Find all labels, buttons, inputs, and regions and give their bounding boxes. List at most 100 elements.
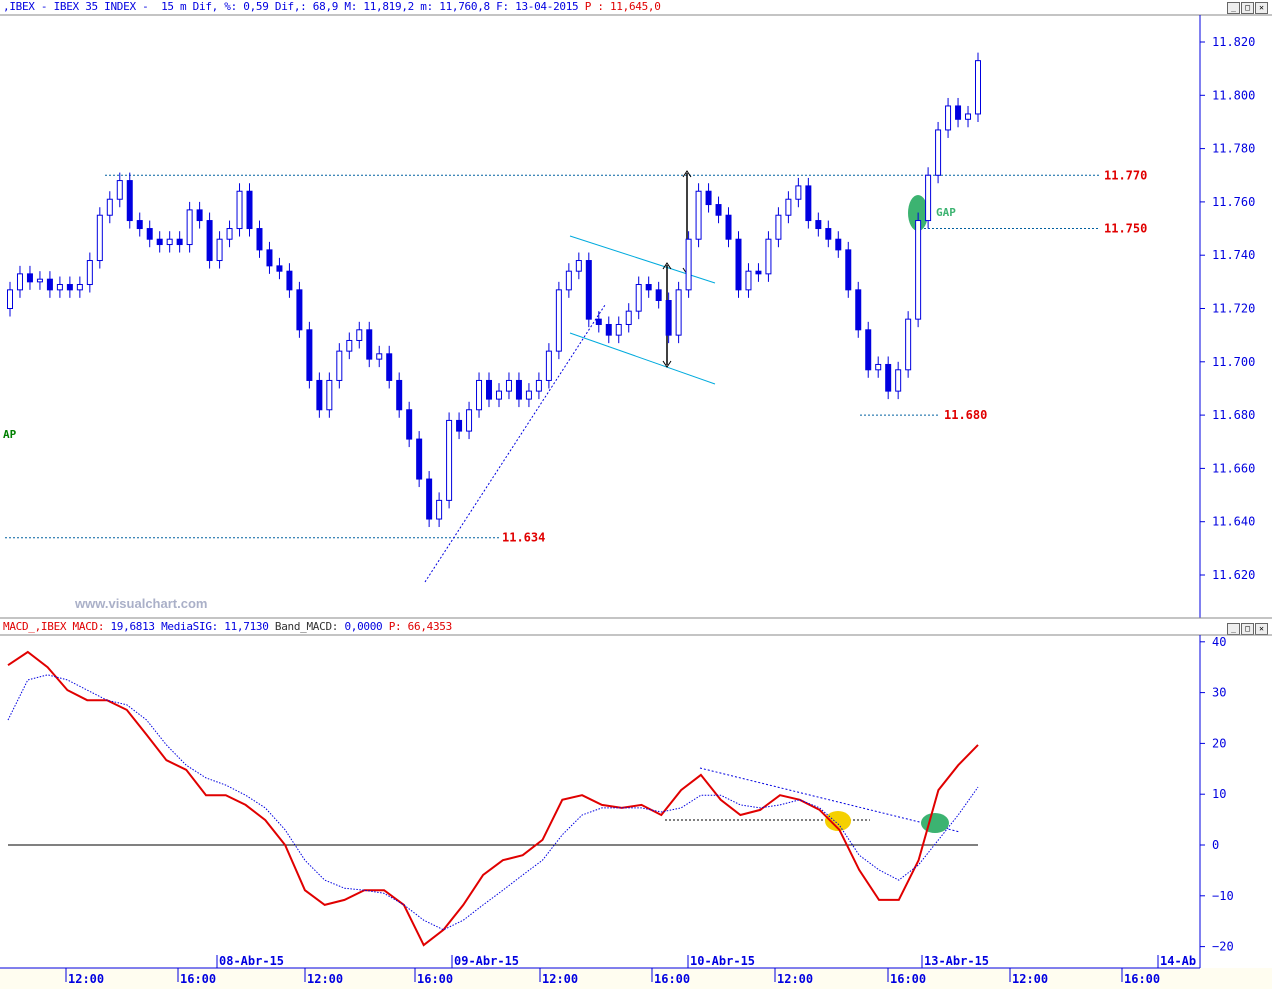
candle-up bbox=[535, 379, 542, 392]
candle-up bbox=[895, 369, 902, 392]
candle-up bbox=[56, 284, 63, 291]
candle-up bbox=[106, 198, 113, 216]
price-tick-label: 11.800 bbox=[1212, 88, 1255, 102]
candle-down bbox=[146, 228, 153, 240]
candle-up bbox=[7, 289, 13, 310]
macd-tick-label: −20 bbox=[1212, 940, 1234, 954]
close-icon[interactable]: ✕ bbox=[1255, 623, 1268, 635]
main-window-buttons: _ □ ✕ bbox=[1227, 2, 1268, 14]
candle-down bbox=[885, 363, 892, 392]
time-label: 16:00 bbox=[890, 972, 926, 986]
price-tick-label: 11.780 bbox=[1212, 142, 1255, 156]
candle-up bbox=[775, 214, 782, 240]
price-tick-label: 11.740 bbox=[1212, 248, 1255, 262]
candle-down bbox=[126, 180, 133, 222]
candle-up bbox=[615, 323, 622, 336]
candle-down bbox=[416, 438, 423, 480]
candle-up bbox=[476, 379, 483, 411]
candle-up bbox=[545, 350, 552, 381]
watermark: www.visualchart.com bbox=[74, 596, 207, 611]
macd-panel bbox=[7, 650, 979, 947]
time-label: 12:00 bbox=[1012, 972, 1048, 986]
candle-down bbox=[176, 238, 183, 246]
date-label: 10-Abr-15 bbox=[690, 954, 755, 968]
candles bbox=[7, 52, 981, 528]
candle-down bbox=[246, 190, 253, 230]
candle-down bbox=[276, 265, 283, 272]
candle-down bbox=[835, 238, 842, 251]
candle-down bbox=[196, 209, 203, 222]
candle-up bbox=[785, 198, 792, 216]
minimize-icon[interactable]: _ bbox=[1227, 623, 1240, 635]
restore-icon[interactable]: □ bbox=[1241, 2, 1254, 14]
candle-down bbox=[665, 300, 672, 336]
candle-up bbox=[166, 238, 173, 246]
arrow-heads bbox=[662, 170, 692, 368]
candle-up bbox=[505, 379, 512, 392]
date-label: 13-Abr-15 bbox=[924, 954, 989, 968]
gap-label-left: AP bbox=[3, 428, 17, 441]
time-axis[interactable]: 08-Abr-15 09-Abr-15 10-Abr-15 13-Abr-15 14-A… bbox=[65, 954, 1196, 986]
time-label: 12:00 bbox=[307, 972, 343, 986]
drawings: GAP AP bbox=[3, 170, 956, 583]
macd-value: 19,6813 MediaSIG: 11,7130 bbox=[110, 620, 275, 633]
candle-down bbox=[715, 204, 722, 216]
time-label: 12:00 bbox=[777, 972, 813, 986]
candle-down bbox=[206, 220, 213, 262]
candle-down bbox=[645, 284, 652, 291]
cross-yellow-ellipse bbox=[825, 811, 851, 831]
candle-up bbox=[186, 209, 193, 246]
macd-tick-label: −10 bbox=[1212, 889, 1234, 903]
price-axis[interactable]: 11.820 11.800 11.780 11.760 11.740 11.720 11.7… bbox=[1200, 35, 1255, 582]
gap-label: GAP bbox=[936, 206, 956, 219]
candle-up bbox=[925, 174, 932, 222]
candle-up bbox=[226, 228, 233, 240]
candle-down bbox=[486, 379, 493, 400]
time-label: 16:00 bbox=[654, 972, 690, 986]
level-label: 11.770 bbox=[1104, 168, 1147, 182]
close-icon[interactable]: ✕ bbox=[1255, 2, 1268, 14]
candle-up bbox=[765, 238, 772, 275]
candle-down bbox=[386, 353, 393, 381]
price-tick-label: 11.720 bbox=[1212, 302, 1255, 316]
date-label: 09-Abr-15 bbox=[454, 954, 519, 968]
candle-down bbox=[825, 228, 832, 240]
minimize-icon[interactable]: _ bbox=[1227, 2, 1240, 14]
candle-up bbox=[76, 284, 83, 291]
signal-line bbox=[7, 674, 979, 931]
macd-name: MACD_,IBEX MACD: bbox=[3, 620, 111, 633]
main-chart-header: ,IBEX - IBEX 35 INDEX - 15 m Dif, %: 0,5… bbox=[3, 0, 661, 13]
candle-down bbox=[725, 214, 732, 240]
candle-down bbox=[136, 220, 143, 230]
candle-up bbox=[565, 270, 572, 291]
candle-up bbox=[945, 105, 952, 131]
candle-down bbox=[426, 478, 433, 520]
candle-up bbox=[216, 238, 223, 262]
candle-down bbox=[296, 289, 303, 331]
price-levels: 11.770 11.750 11.680 11.634 bbox=[5, 168, 1147, 545]
time-label: 16:00 bbox=[180, 972, 216, 986]
price-tick-label: 11.820 bbox=[1212, 35, 1255, 49]
candle-down bbox=[585, 260, 592, 320]
candle-down bbox=[865, 329, 872, 371]
restore-icon[interactable]: □ bbox=[1241, 623, 1254, 635]
candle-up bbox=[96, 214, 103, 262]
band-label: Band_MACD: bbox=[274, 620, 345, 633]
candle-up bbox=[326, 379, 333, 411]
candle-up bbox=[915, 220, 922, 320]
macd-axis[interactable]: 40 30 20 10 0 −10 −20 bbox=[1200, 635, 1234, 954]
candle-down bbox=[46, 278, 53, 291]
cross-green-ellipse bbox=[921, 813, 949, 833]
price-tick-label: 11.760 bbox=[1212, 195, 1255, 209]
price-tick-label: 11.680 bbox=[1212, 408, 1255, 422]
macd-tick-label: 0 bbox=[1212, 838, 1219, 852]
main-title: ,IBEX - IBEX 35 INDEX - 15 m Dif, %: 0,5… bbox=[3, 0, 585, 13]
candle-up bbox=[86, 260, 93, 286]
candle-down bbox=[156, 238, 163, 246]
candle-up bbox=[635, 284, 642, 312]
candle-up bbox=[446, 419, 453, 501]
candle-down bbox=[595, 318, 602, 325]
candle-up bbox=[346, 339, 353, 352]
last-price: P : 11,645,0 bbox=[584, 0, 661, 13]
